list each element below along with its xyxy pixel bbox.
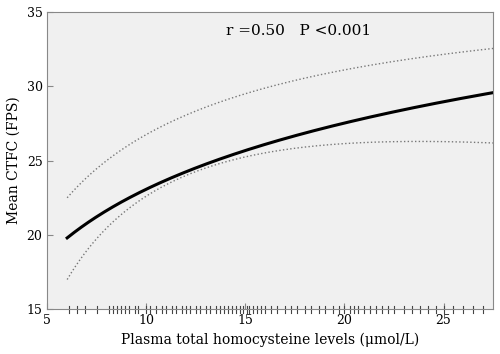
Text: r =0.50   P <0.001: r =0.50 P <0.001: [226, 24, 371, 38]
Y-axis label: Mean CTFC (FPS): Mean CTFC (FPS): [7, 97, 21, 224]
X-axis label: Plasma total homocysteine levels (μmol/L): Plasma total homocysteine levels (μmol/L…: [121, 333, 420, 347]
